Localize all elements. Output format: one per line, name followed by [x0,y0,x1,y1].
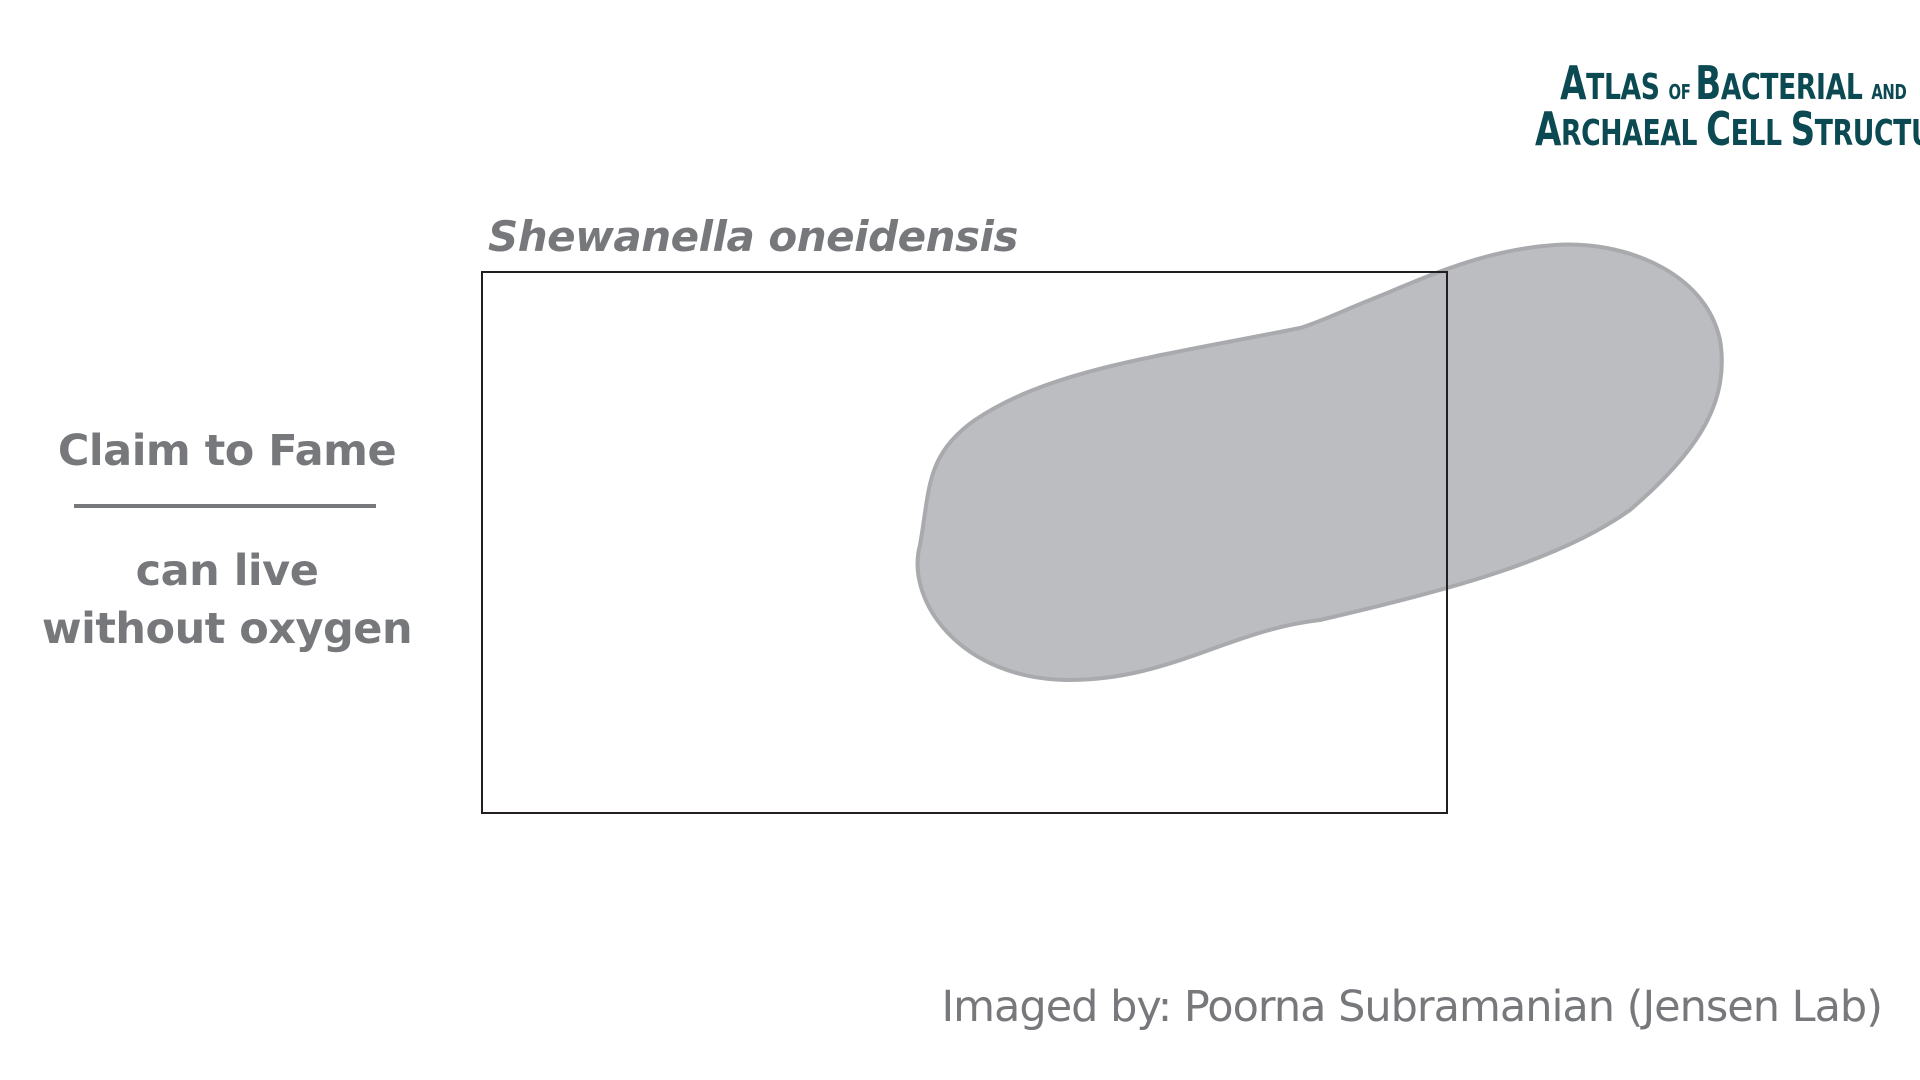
logo-line2-part-3: ell [1730,113,1791,154]
logo-line2-part-4: S [1790,102,1816,156]
claim-text-line-1: can live [135,546,319,596]
imaging-credit: Imaged by: Poorna Subramanian (Jensen La… [941,982,1883,1032]
claim-text-line-2: without oxygen [41,604,413,654]
bacterium-cell-shape [915,242,1724,683]
logo-line1-part-1: tlas [1586,67,1669,108]
logo-line2-part-2: C [1706,102,1731,156]
logo-line2-part-5: tructure [1814,113,1920,154]
claim-divider [74,504,376,508]
logo-line2-part-0: A [1535,102,1561,156]
atlas-logo: Atlas of Bacterial and Archaeal Cell Str… [1535,60,1920,154]
claim-text: can live without oxygen [40,542,414,658]
image-frame [481,271,1448,814]
logo-line-2: Archaeal Cell Structure [1535,106,1920,154]
logo-line1-part-4: acterial [1720,67,1872,108]
logo-line1-part-5: and [1871,80,1907,104]
claim-heading: Claim to Fame [57,426,397,476]
logo-line1-part-2: of [1668,80,1696,104]
logo-line-1: Atlas of Bacterial and [1535,60,1907,108]
logo-line1-part-0: A [1560,56,1587,110]
species-title: Shewanella oneidensis [488,212,1018,261]
logo-line2-part-1: rchaeal [1560,113,1707,154]
logo-line1-part-3: B [1695,56,1721,110]
